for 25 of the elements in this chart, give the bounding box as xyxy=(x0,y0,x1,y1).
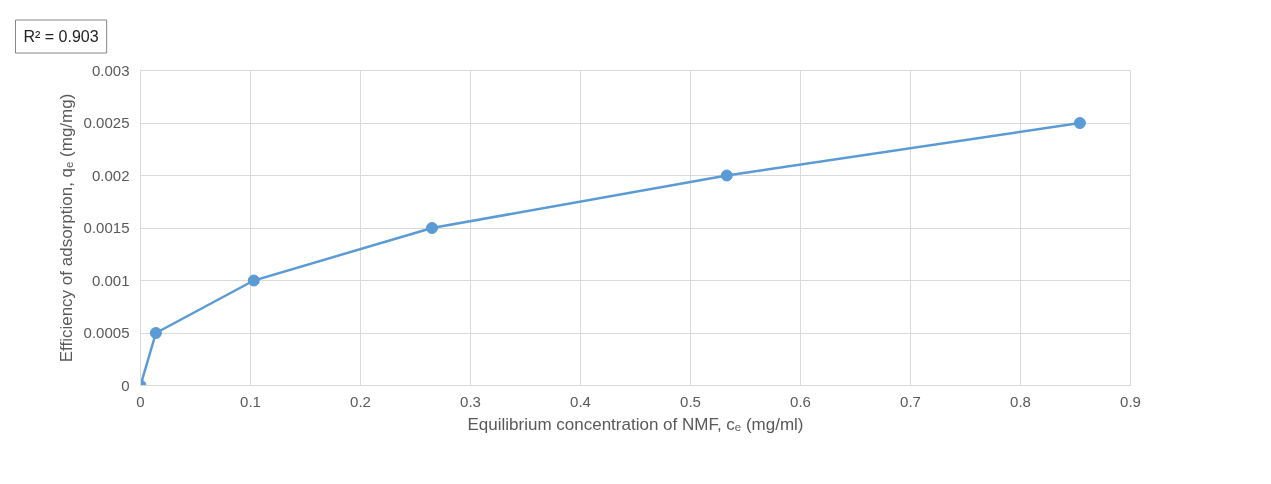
y-tick-label: 0.0005 xyxy=(83,324,130,341)
y-tick-label: 0.002 xyxy=(91,166,130,184)
y-tick-label: 0.0015 xyxy=(83,219,130,236)
x-tick-label: 0.9 xyxy=(1120,392,1141,410)
x-tick-label: 0.6 xyxy=(790,392,811,410)
text: R² = 0.903 xyxy=(23,28,99,45)
y-tick-label: 0.0025 xyxy=(83,114,130,131)
x-tick-label: 0.5 xyxy=(680,392,701,410)
point xyxy=(1073,117,1086,129)
x-tick-label: 0 xyxy=(136,392,145,410)
point xyxy=(720,169,733,182)
y-tick-label: 0.003 xyxy=(91,61,130,79)
point xyxy=(247,274,260,287)
point xyxy=(426,222,438,234)
x-axis-title: Equilibrium concentration of NMF, cₑ (mg/ml) xyxy=(467,414,804,434)
x-tick-label: 0.2 xyxy=(350,392,371,410)
y-tick-label: 0 xyxy=(121,376,130,394)
x-tick-label: 0.4 xyxy=(570,392,591,410)
x-tick-label: 0.3 xyxy=(460,392,481,410)
point xyxy=(149,327,162,339)
y-tick-label: 0.001 xyxy=(91,271,130,289)
x-tick-label: 0.7 xyxy=(900,392,921,410)
y-axis-title: Efficiency of adsorption, qₑ (mg/mg) xyxy=(56,93,76,363)
x-tick-label: 0.1 xyxy=(240,392,261,410)
x-tick-label: 0.8 xyxy=(1010,392,1031,410)
